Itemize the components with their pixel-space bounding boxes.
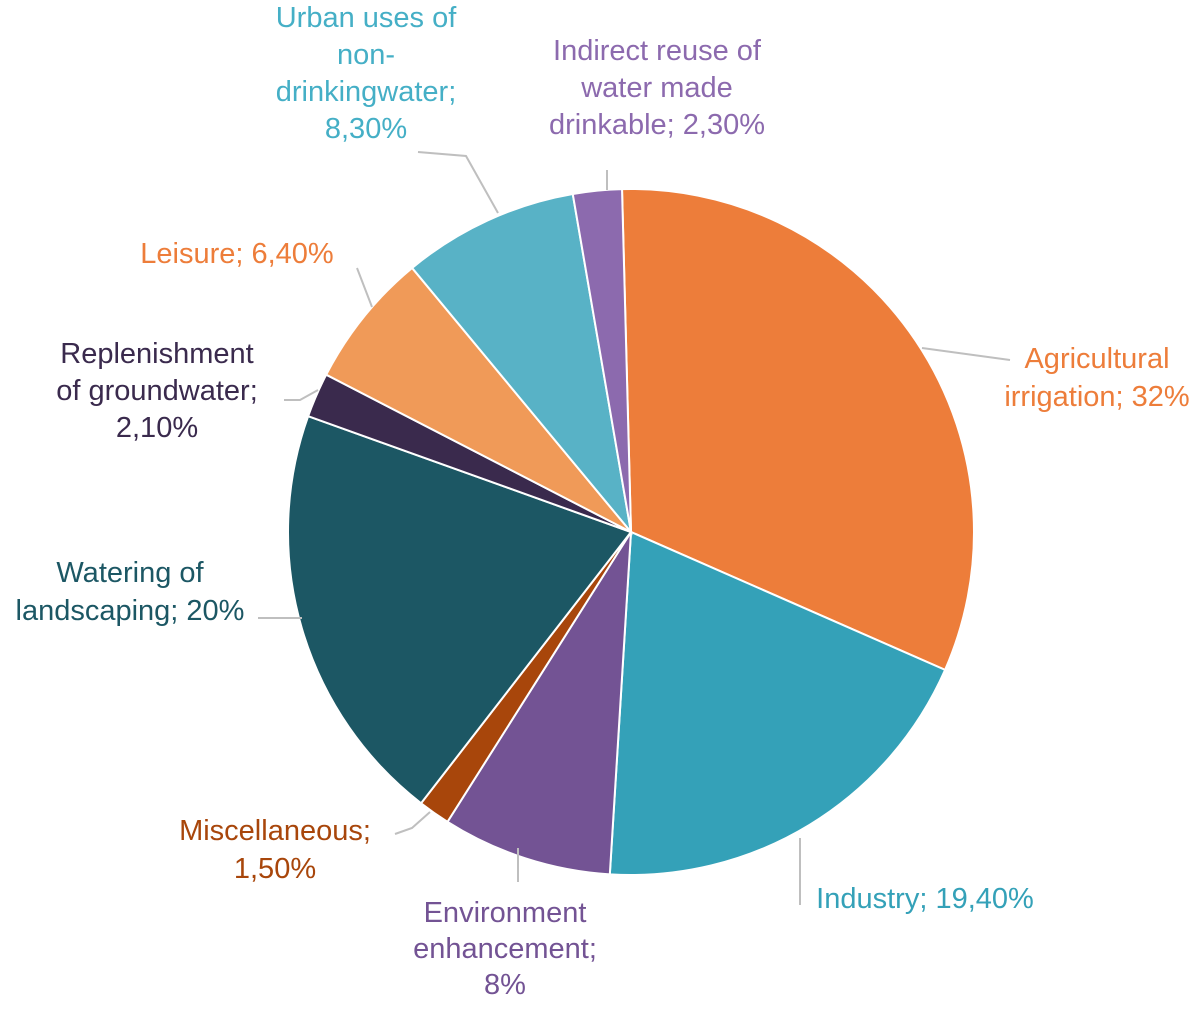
leader-line — [356, 267, 373, 308]
data-label-line: non- — [337, 39, 395, 71]
leader-line — [417, 151, 499, 214]
slices-layer — [287, 188, 975, 876]
data-label-line: 8,30% — [325, 113, 407, 145]
leader-lines — [258, 151, 1011, 905]
data-label-line: Industry; 19,40% — [816, 883, 1034, 915]
data-label-line: drinkable; 2,30% — [549, 109, 765, 141]
pie-slice-urban-uses-of-non-drinkingwater — [410, 192, 633, 536]
data-label: Replenishment of groundwater; 2,10% — [56, 338, 258, 444]
data-label-line: Watering of — [56, 557, 204, 589]
data-label: Miscellaneous; 1,50% — [179, 815, 371, 885]
data-label: Industry; 19,40% — [816, 883, 1034, 915]
leader-line — [394, 811, 431, 835]
data-label-line: Environment — [424, 897, 587, 929]
data-label-line: 8% — [484, 969, 526, 1001]
data-label-line: water made — [580, 72, 733, 104]
data-label: Environment enhancement; 8% — [413, 897, 597, 1001]
data-label: Indirect reuse of water made drinkable; 2,… — [549, 35, 765, 141]
pie-slice-indirect-reuse-of-water-made-drinkable — [571, 188, 632, 533]
data-label-line: Leisure; 6,40% — [140, 238, 333, 270]
pie-slice-industry — [608, 530, 947, 876]
data-label-line: Urban uses of — [276, 2, 457, 34]
data-label-line: irrigation; 32% — [1004, 381, 1189, 413]
data-label: Watering of landscaping; 20% — [16, 557, 245, 627]
data-label-line: drinkingwater; — [276, 76, 457, 108]
data-label-line: 2,10% — [116, 412, 198, 444]
data-label-line: Replenishment — [60, 338, 253, 370]
leader-line — [921, 347, 1011, 361]
data-label-line: Agricultural — [1024, 343, 1169, 375]
pie-slice-leisure — [324, 266, 632, 533]
data-label-line: landscaping; 20% — [16, 595, 245, 627]
pie-slice-agricultural-irrigation — [620, 188, 975, 672]
data-label-line: enhancement; — [413, 933, 597, 965]
data-label: Agricultural irrigation; 32% — [1004, 343, 1189, 413]
data-labels: Agricultural irrigation; 32% Industry; 19,… — [16, 2, 1190, 1001]
data-label-line: 1,50% — [234, 853, 316, 885]
data-label-line: Indirect reuse of — [553, 35, 762, 67]
pie-slice-watering-of-landscaping — [287, 414, 633, 805]
pie-slice-environment-enhancement — [446, 531, 632, 876]
data-label: Urban uses of non-drinkingwater; 8,30% — [276, 2, 457, 145]
leader-line — [284, 389, 319, 401]
data-label-line: of groundwater; — [56, 375, 258, 407]
data-label-line: Miscellaneous; — [179, 815, 371, 847]
data-label: Leisure; 6,40% — [140, 238, 333, 270]
